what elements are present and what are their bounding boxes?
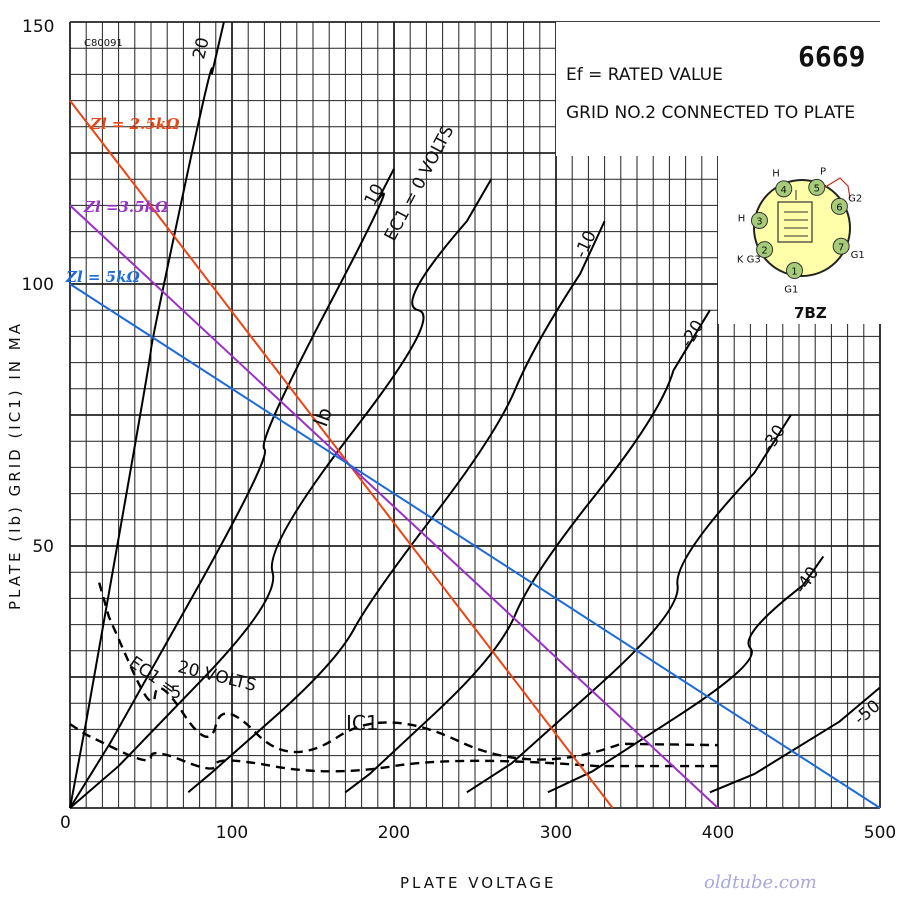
basing-name: 7BZ <box>794 304 827 322</box>
load-line <box>69 204 719 809</box>
load-line-label-2-5k: Zl = 2.5kΩ <box>89 115 180 133</box>
basing-pin-label: H <box>738 213 746 224</box>
curve-label: 5 <box>170 683 181 703</box>
y-tick-label: 150 <box>22 17 54 37</box>
y-axis-title: PLATE (Ib) GRID (IC1) IN MA <box>6 321 24 610</box>
annotation-ic1: IC1 <box>346 711 379 735</box>
x-axis-title: PLATE VOLTAGE <box>400 874 556 892</box>
note-grid2: GRID NO.2 CONNECTED TO PLATE <box>566 103 855 123</box>
basing-pin <box>830 197 848 215</box>
basing-pin-number: 4 <box>781 185 787 196</box>
x-tick-label: 200 <box>378 823 410 843</box>
x-tick-label: 0 <box>60 813 71 833</box>
note-filament: Ef = RATED VALUE <box>566 65 723 85</box>
basing-pin <box>808 178 826 196</box>
load-lines <box>69 99 881 809</box>
x-tick-label: 100 <box>216 823 248 843</box>
load-line <box>69 283 881 809</box>
basing-pin-number: 3 <box>756 216 762 227</box>
load-line <box>69 99 614 809</box>
source-watermark: oldtube.com <box>704 872 817 893</box>
basing-pin-label: G2 <box>848 193 862 204</box>
chart-code: C80091 <box>84 38 123 49</box>
y-tick-label: 100 <box>22 275 54 295</box>
basing-pin-label: P <box>820 166 826 177</box>
basing-pin-label: K G3 <box>737 255 761 266</box>
x-tick-label: 500 <box>864 823 896 843</box>
x-tick-label: 300 <box>540 823 572 843</box>
plate-current-curve <box>709 686 881 794</box>
basing-pin-label: G1 <box>784 285 798 296</box>
tube-type: 6669 <box>798 40 865 73</box>
basing-pin <box>775 180 793 198</box>
y-tick-label: 50 <box>32 537 54 557</box>
basing-pin-number: 2 <box>761 246 767 257</box>
basing-pin-number: 5 <box>814 183 820 194</box>
curve-label: -10 <box>571 228 601 262</box>
plate-current-curve <box>187 220 606 794</box>
plate-current-curve <box>344 309 711 794</box>
plate-current-curve <box>547 555 825 794</box>
x-tick-labels: 100 200 300 400 500 <box>216 823 896 843</box>
plate-current-curve <box>69 178 493 809</box>
annotation-ib: Ib <box>308 404 337 430</box>
plate-current-curve <box>69 168 395 809</box>
basing-pin <box>750 211 768 229</box>
info-box <box>556 22 884 156</box>
plate-curves <box>69 21 881 809</box>
basing-pin-number: 1 <box>791 267 797 278</box>
tube-electrodes <box>777 201 813 243</box>
basing-pin-number: 7 <box>838 242 844 253</box>
curve-label: 20 <box>189 36 213 62</box>
curve-label: EC1 = 0 VOLTS <box>381 122 459 244</box>
curve-label: -30 <box>758 422 790 456</box>
x-tick-label: 400 <box>702 823 734 843</box>
plate-current-curve <box>466 414 792 794</box>
basing-pin <box>785 262 803 280</box>
basing-pin <box>756 241 774 259</box>
curve-label: 10 <box>361 181 389 209</box>
load-line-label-3-5k: Zl =3.5kΩ <box>83 198 169 216</box>
plate-current-curve <box>69 21 225 809</box>
grid-current-curve <box>98 582 719 761</box>
basing-pin-label: G1 <box>851 250 865 261</box>
y-tick-labels: 50 100 <box>22 275 54 557</box>
basing-pin-number: 6 <box>836 202 842 213</box>
curve-label: -40 <box>791 563 823 597</box>
basing-pin-label: H <box>772 168 780 179</box>
load-line-label-5k: Zl = 5kΩ <box>65 268 140 286</box>
basing-pin <box>832 237 850 255</box>
